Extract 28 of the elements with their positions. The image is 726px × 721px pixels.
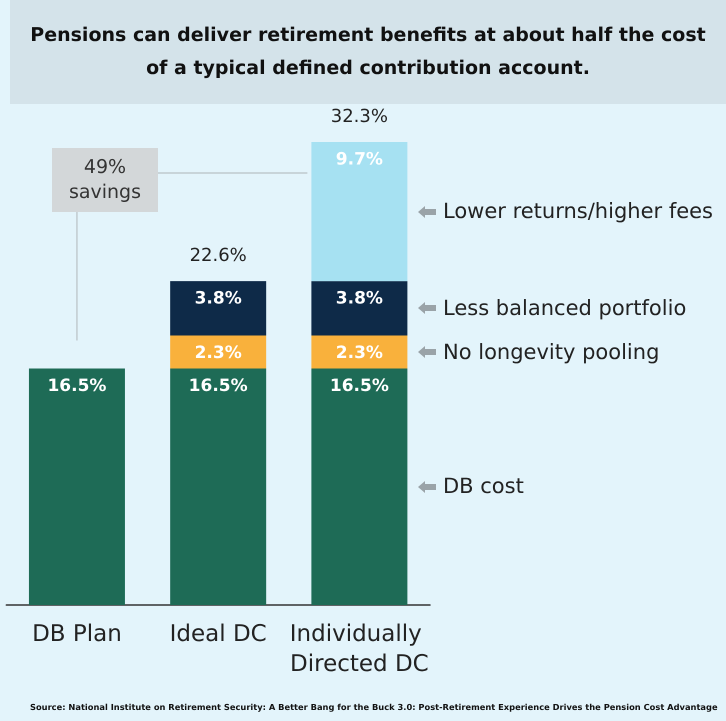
data-label: 16.5%: [47, 376, 106, 396]
data-label: 3.8%: [336, 288, 383, 309]
bar: [311, 336, 408, 368]
bar: [311, 368, 408, 605]
data-label: 3.8%: [194, 288, 242, 309]
bar: [170, 281, 266, 336]
annotation: 49% savings: [52, 148, 158, 212]
series-label: DB cost: [443, 473, 525, 500]
x-tick-label: DB Plan: [32, 621, 122, 647]
data-label: 2.3%: [336, 343, 383, 364]
bar: [28, 368, 125, 605]
source-note: Source: National Institute on Retirement Security: A Better Bang for the Buck 3.0: Post-Retirement Experience Drives the Pension Cost Advantage: [30, 702, 719, 712]
bar: [170, 368, 266, 605]
total-label: 32.3%: [330, 106, 389, 128]
series-label: No longevity pooling: [443, 338, 660, 366]
chart-title: Pensions can deliver retirement benefits at about half the cost of a typical defined contribution account.: [10, 0, 726, 104]
bar: [311, 281, 408, 336]
bar: [311, 142, 408, 282]
data-label: 2.3%: [194, 343, 242, 364]
data-label: 16.5%: [330, 376, 389, 396]
x-tick-label: Ideal DC: [170, 621, 267, 647]
series-label: Less balanced portfolio: [443, 294, 688, 322]
total-label: 22.6%: [188, 245, 248, 266]
data-label: 9.7%: [336, 150, 383, 170]
data-label: 16.5%: [188, 376, 248, 396]
bar: [170, 336, 266, 368]
series-label: Lower returns/higher fees: [443, 198, 714, 226]
x-tick-label: Individually Directed DC: [290, 621, 430, 677]
